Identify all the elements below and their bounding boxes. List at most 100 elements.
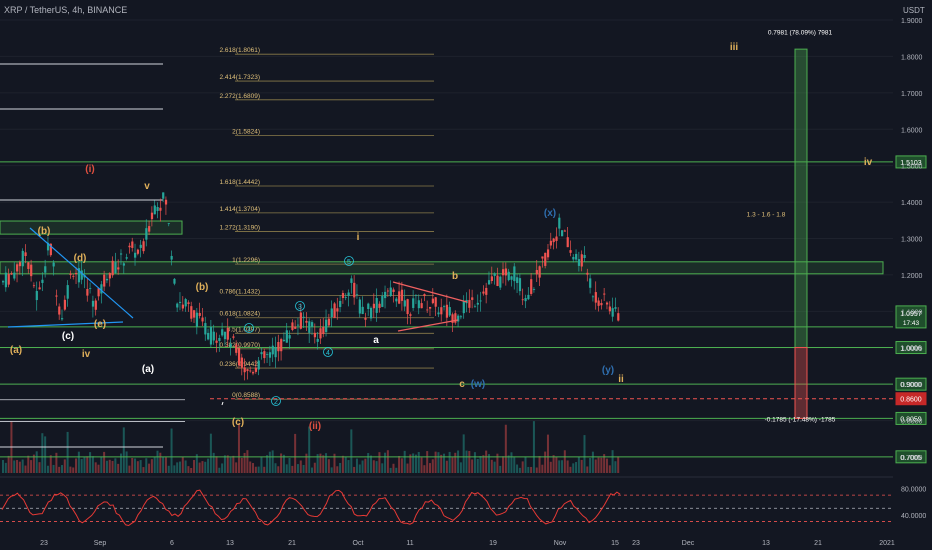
candle	[414, 295, 418, 296]
volume-bar	[117, 463, 120, 473]
x-tick-label: 19	[489, 540, 497, 547]
volume-bar	[226, 455, 229, 473]
x-tick-label: 23	[632, 540, 640, 547]
wave-label: 1	[247, 326, 251, 333]
volume-bar	[266, 455, 269, 473]
volume-bar	[513, 457, 516, 473]
volume-bar	[103, 451, 106, 473]
candle	[479, 300, 482, 302]
fib-label: 2.272(1.6809)	[220, 93, 260, 100]
wave-label: (a)	[142, 364, 154, 375]
volume-bar	[577, 456, 580, 473]
candle	[122, 263, 125, 266]
candle	[212, 331, 215, 341]
trend-lines[interactable]	[7, 227, 468, 406]
wave-circle	[323, 347, 333, 357]
long-position-tool[interactable]: 0.7981 (78.09%) 7981 -0.1785 (-17.48%) -1…	[747, 30, 836, 424]
volume-bar	[170, 428, 173, 473]
volume-bar	[350, 429, 353, 473]
candle	[591, 296, 595, 298]
time-axis[interactable]: 23 Sep 6 13 21 Oct 11 19 Nov 15 23 Dec 13 21 2021	[40, 540, 895, 547]
volume-bar	[294, 433, 297, 473]
candle	[288, 335, 291, 339]
volume-bar	[260, 456, 263, 473]
volume-bar	[181, 456, 184, 473]
volume-bar	[423, 465, 426, 473]
volume-bar	[46, 465, 49, 473]
volume-bar	[223, 455, 226, 473]
candle	[330, 308, 333, 318]
volume-bar	[167, 465, 170, 473]
volume-bar	[280, 453, 283, 473]
wave-label: 2	[274, 399, 278, 406]
wave-label: (x)	[544, 208, 556, 219]
candle	[10, 273, 13, 275]
horizontal-levels[interactable]	[0, 161, 893, 458]
candle	[473, 306, 477, 308]
volume-bar	[302, 464, 305, 473]
volume-bar	[440, 454, 443, 473]
stop-text: -0.1785 (-17.48%) -1785	[765, 416, 836, 423]
candle	[125, 257, 128, 259]
x-tick-label: Oct	[353, 540, 364, 547]
y-tick-label: 1.6000	[901, 127, 923, 134]
triangle-line	[397, 319, 459, 332]
candle	[386, 290, 390, 292]
rsi-tick: 80.0000	[901, 487, 926, 494]
volume-bar	[347, 460, 350, 473]
candle	[355, 294, 359, 296]
volume-bar	[237, 423, 240, 473]
candle	[583, 254, 586, 259]
candle	[589, 278, 592, 288]
volume-bar	[44, 436, 47, 473]
wave-label: (ii)	[309, 421, 321, 432]
volume-bar	[504, 424, 507, 473]
candle	[18, 262, 22, 267]
volume-bar	[89, 452, 92, 473]
wave-label: ii	[618, 374, 624, 385]
wave-label: (c)	[232, 417, 244, 428]
volume-bar	[134, 458, 137, 473]
candle	[49, 243, 52, 256]
candle	[575, 253, 578, 260]
volume-bar	[105, 460, 108, 473]
candle	[280, 339, 283, 352]
volume-bar	[448, 451, 451, 473]
volume-bar	[502, 456, 505, 473]
volume-bar	[235, 462, 238, 473]
candle	[299, 312, 302, 329]
candle	[333, 303, 336, 318]
candle	[44, 266, 47, 273]
volume-bar	[252, 463, 255, 473]
wave-label: (b)	[38, 226, 51, 237]
fib-label: 2.414(1.7323)	[220, 74, 260, 81]
volume-bar	[414, 454, 417, 473]
candle	[35, 291, 38, 301]
volume-bar	[471, 459, 474, 473]
volume-bar	[605, 458, 608, 473]
x-tick-label: 21	[288, 540, 296, 547]
candle	[58, 306, 61, 315]
candle	[400, 289, 404, 301]
white-lines[interactable]	[0, 63, 185, 448]
volume-bar	[153, 456, 156, 473]
volume-bar	[119, 453, 122, 473]
candle	[558, 217, 561, 229]
y-tick-label: 1.4000	[901, 200, 923, 207]
candles[interactable]	[2, 192, 620, 381]
target-zone	[794, 48, 808, 349]
candle	[569, 250, 572, 253]
price-axis[interactable]: 1.5103 1.0006 0.9000 0.8600 0.8059 0.7005 1.09…	[895, 18, 927, 464]
volume-bar	[176, 462, 179, 473]
fib-label: 0.618(1.0824)	[220, 311, 260, 318]
volume-bar	[13, 460, 16, 473]
volume-bar	[527, 466, 530, 473]
rsi-tick: 40.0000	[901, 513, 926, 520]
x-tick-label: Sep	[94, 540, 107, 547]
wave-label: 4	[326, 350, 330, 357]
current-price-tag	[895, 305, 927, 329]
volume-bar	[400, 458, 403, 473]
candle	[493, 273, 496, 276]
candle	[597, 300, 600, 306]
